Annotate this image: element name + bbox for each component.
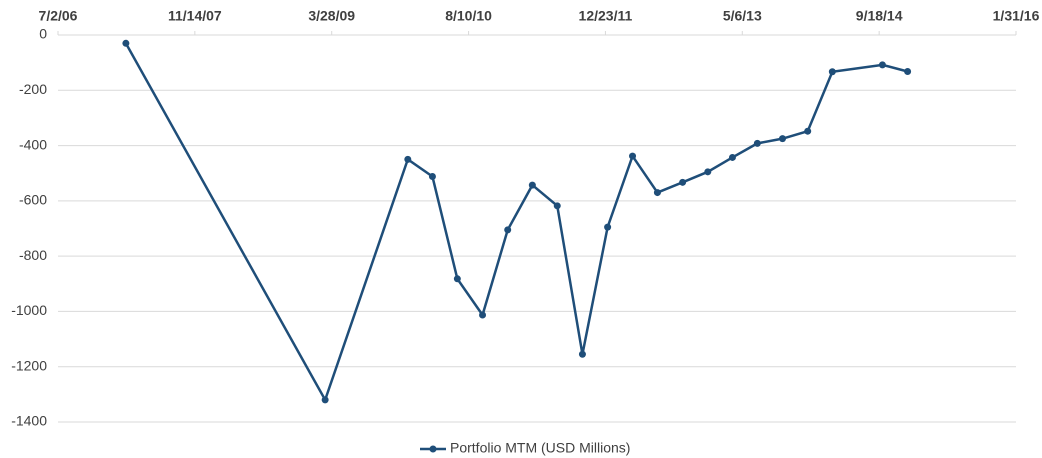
x-tick-label: 11/14/07	[168, 8, 222, 24]
y-tick-label: -200	[19, 81, 47, 97]
point	[629, 152, 637, 160]
point	[753, 139, 761, 147]
point	[704, 168, 712, 176]
point	[728, 153, 736, 161]
x-tick-label: 9/18/14	[856, 8, 903, 24]
x-tick-label: 1/31/16	[993, 8, 1040, 24]
point	[804, 127, 812, 135]
point	[828, 68, 836, 76]
legend-marker	[429, 445, 437, 453]
y-tick-label: -1200	[11, 357, 47, 373]
point	[878, 61, 886, 69]
legend-label: Portfolio MTM (USD Millions)	[450, 440, 630, 456]
point	[578, 350, 586, 358]
point	[653, 189, 661, 197]
x-tick-label: 8/10/10	[445, 8, 492, 24]
point	[553, 202, 561, 210]
point	[453, 275, 461, 283]
y-tick-label: -1400	[11, 413, 47, 429]
point	[904, 67, 912, 75]
y-tick-label: 0	[39, 26, 47, 42]
x-tick-label: 7/2/06	[39, 8, 78, 24]
point	[321, 396, 329, 404]
point	[404, 155, 412, 163]
y-tick-label: -600	[19, 192, 47, 208]
point	[604, 223, 612, 231]
line	[124, 42, 908, 403]
point	[479, 311, 487, 319]
point	[528, 181, 536, 189]
point	[679, 178, 687, 186]
x-tick-label: 12/23/11	[579, 8, 633, 24]
x-tick-label: 5/6/13	[723, 8, 762, 24]
y-tick-label: -800	[19, 247, 47, 263]
x-tick-label: 3/28/09	[308, 8, 355, 24]
point	[122, 39, 130, 47]
point	[779, 135, 787, 143]
y-tick-label: -400	[19, 136, 47, 152]
point	[428, 173, 436, 181]
point	[504, 226, 512, 234]
y-tick-label: -1000	[11, 302, 47, 318]
